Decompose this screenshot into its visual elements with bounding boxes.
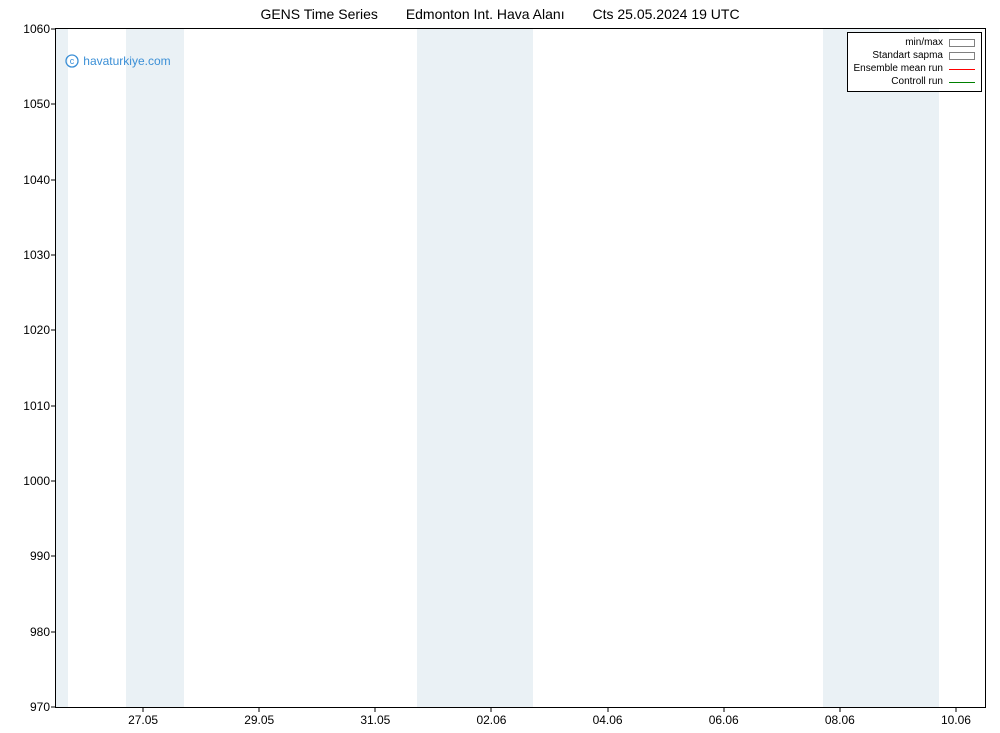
- legend-item-label: min/max: [905, 36, 943, 49]
- x-tick-mark: [259, 707, 260, 712]
- y-tick-mark: [51, 556, 56, 557]
- y-tick-label: 1040: [23, 173, 50, 187]
- x-tick-mark: [491, 707, 492, 712]
- y-tick-mark: [51, 707, 56, 708]
- x-tick-label: 02.06: [476, 713, 506, 727]
- legend-swatch: [949, 64, 975, 74]
- x-tick-mark: [375, 707, 376, 712]
- x-tick-label: 04.06: [593, 713, 623, 727]
- legend-item: Controll run: [854, 75, 976, 88]
- chart-title-row: GENS Time Series Edmonton Int. Hava Alan…: [0, 6, 1000, 22]
- watermark-text: havaturkiye.com: [83, 54, 170, 68]
- y-tick-label: 1000: [23, 474, 50, 488]
- legend-item-label: Controll run: [891, 75, 943, 88]
- y-tick-mark: [51, 631, 56, 632]
- y-tick-mark: [51, 104, 56, 105]
- legend-item: min/max: [854, 36, 976, 49]
- y-tick-mark: [51, 29, 56, 30]
- x-tick-mark: [839, 707, 840, 712]
- y-tick-mark: [51, 255, 56, 256]
- y-tick-label: 980: [30, 625, 50, 639]
- x-tick-label: 31.05: [360, 713, 390, 727]
- x-tick-mark: [607, 707, 608, 712]
- watermark: c havaturkiye.com: [65, 54, 170, 68]
- legend-item: Ensemble mean run: [854, 62, 976, 75]
- legend: min/maxStandart sapmaEnsemble mean runCo…: [847, 32, 983, 92]
- y-tick-label: 970: [30, 700, 50, 714]
- copyright-icon: c: [65, 54, 79, 68]
- legend-swatch: [949, 77, 975, 87]
- plot-area: 970980990100010101020103010401050106027.…: [55, 28, 986, 708]
- x-tick-mark: [955, 707, 956, 712]
- y-tick-label: 1010: [23, 399, 50, 413]
- x-tick-label: 29.05: [244, 713, 274, 727]
- legend-swatch: [949, 38, 975, 48]
- title-datetime: Cts 25.05.2024 19 UTC: [592, 6, 739, 22]
- svg-text:c: c: [70, 56, 75, 66]
- chart-container: GENS Time Series Edmonton Int. Hava Alan…: [0, 0, 1000, 733]
- x-tick-mark: [723, 707, 724, 712]
- x-tick-label: 06.06: [709, 713, 739, 727]
- weekend-band: [417, 29, 533, 707]
- y-tick-label: 1050: [23, 97, 50, 111]
- y-tick-mark: [51, 179, 56, 180]
- y-tick-mark: [51, 481, 56, 482]
- y-tick-mark: [51, 405, 56, 406]
- x-tick-label: 10.06: [941, 713, 971, 727]
- weekend-band: [56, 29, 68, 707]
- y-tick-label: 1060: [23, 22, 50, 36]
- weekend-band: [126, 29, 184, 707]
- legend-item-label: Standart sapma: [872, 49, 943, 62]
- title-location: Edmonton Int. Hava Alanı: [406, 6, 565, 22]
- weekend-band: [823, 29, 939, 707]
- x-tick-label: 08.06: [825, 713, 855, 727]
- y-tick-label: 990: [30, 549, 50, 563]
- legend-item-label: Ensemble mean run: [854, 62, 944, 75]
- x-tick-label: 27.05: [128, 713, 158, 727]
- y-tick-label: 1020: [23, 323, 50, 337]
- title-series: GENS Time Series: [260, 6, 377, 22]
- y-tick-label: 1030: [23, 248, 50, 262]
- x-tick-mark: [143, 707, 144, 712]
- y-tick-mark: [51, 330, 56, 331]
- legend-swatch: [949, 51, 975, 61]
- legend-item: Standart sapma: [854, 49, 976, 62]
